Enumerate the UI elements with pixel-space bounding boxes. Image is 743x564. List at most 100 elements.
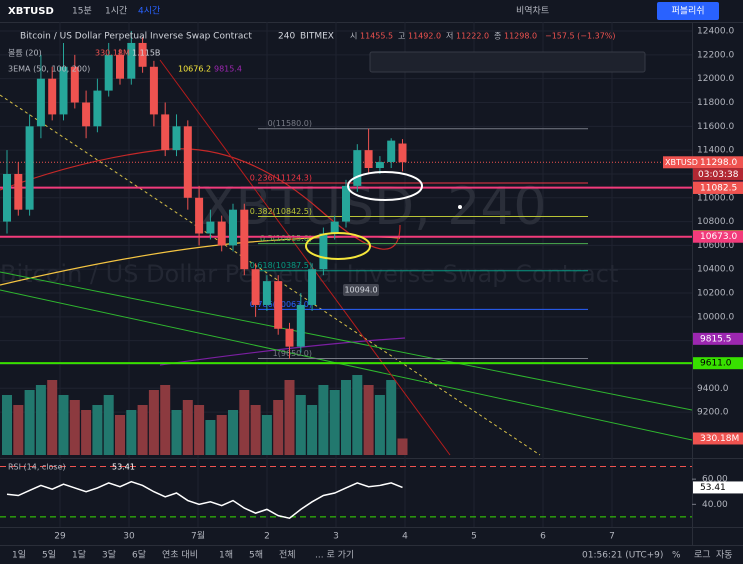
trend-line	[0, 289, 693, 441]
candle-body	[3, 173, 11, 222]
scale-option[interactable]: 자동	[716, 550, 733, 561]
fib-label: 0.236(11124.3)	[250, 173, 312, 182]
y-tick-label: 12400.0	[697, 27, 734, 37]
price-label: 11298.0	[700, 158, 737, 168]
clock: 01:56:21 (UTC+9)	[582, 551, 663, 561]
publish-button[interactable]	[657, 2, 719, 20]
range-button[interactable]: 5일	[42, 550, 56, 561]
volume-bar	[160, 385, 171, 455]
y-tick-label: 12000.0	[697, 74, 734, 84]
volume-ma: 1.115B	[132, 49, 160, 58]
candle-body	[206, 221, 215, 234]
candle-body	[398, 143, 407, 163]
volume-bar	[115, 415, 125, 455]
volume-bar	[228, 410, 238, 455]
x-tick-label: 6	[540, 532, 546, 542]
y-tick-label: 10400.0	[697, 265, 734, 275]
rsi-name: RSI (14, close)	[8, 463, 66, 472]
note-box	[343, 284, 379, 296]
price-label-box	[693, 156, 743, 169]
volume-bar	[363, 385, 374, 455]
ohlc-value: 11298.0	[504, 32, 537, 41]
interval[interactable]: 4시간	[138, 6, 160, 17]
volume-bar	[318, 385, 329, 455]
volume-name: 볼륨 (20)	[8, 48, 42, 58]
volume-bar	[182, 400, 193, 455]
candle-body	[14, 173, 23, 210]
candle-body	[308, 269, 317, 305]
fib-label: 0(11580.0)	[268, 119, 312, 128]
x-tick-label: 7	[609, 532, 615, 542]
range-button[interactable]: 전체	[279, 550, 296, 561]
drawing-toolbar[interactable]	[369, 51, 646, 73]
range-button[interactable]: 연초 대비	[162, 550, 198, 561]
candle-body	[240, 209, 249, 270]
fib-label: 0.382(10842.5)	[250, 207, 312, 216]
ohlc-value: 11492.0	[408, 32, 441, 41]
y-tick-label: 11400.0	[697, 146, 734, 156]
scale-option[interactable]: %	[672, 551, 681, 561]
scale-option[interactable]: 로그	[694, 551, 711, 561]
candle-body	[161, 114, 170, 151]
publish[interactable]: 퍼블리쉬	[671, 6, 704, 17]
rsi-label: 53.41	[700, 483, 726, 493]
rsi-tick-label: 40.00	[702, 500, 728, 510]
candle-body	[48, 78, 57, 115]
ohlc-label: 시	[350, 32, 357, 41]
candle-body	[36, 78, 45, 127]
ohlc-label: 고	[398, 32, 405, 41]
candle-body	[183, 126, 192, 198]
candle-body	[375, 162, 384, 169]
chart-type[interactable]: 비역차트	[516, 5, 549, 17]
ema-line	[159, 337, 406, 366]
volume-bar	[386, 380, 397, 455]
legend-interval: 240	[278, 32, 295, 42]
interval[interactable]: 1시간	[105, 6, 127, 17]
y-tick-label: 10800.0	[697, 217, 734, 227]
price-label-box	[693, 230, 743, 243]
candle-body	[138, 42, 147, 67]
candle-body	[274, 281, 283, 329]
candle-body	[296, 304, 305, 347]
y-tick-label: 9200.0	[697, 408, 729, 418]
candle-body	[25, 126, 34, 210]
range-button[interactable]: 1달	[72, 549, 86, 561]
y-tick-label: 11600.0	[697, 122, 734, 132]
toolbar	[0, 0, 743, 22]
price-label-box	[693, 181, 743, 194]
goto[interactable]: ... 로 가기	[315, 550, 354, 561]
interval[interactable]: 15분	[72, 6, 92, 17]
symbol: XBTUSD	[8, 6, 54, 17]
trend-line	[0, 271, 693, 411]
x-tick-label: 4	[402, 532, 408, 542]
x-tick-label: 7월	[191, 530, 205, 542]
candle-body	[116, 54, 124, 79]
range-button[interactable]: 3달	[102, 549, 116, 561]
annotation-circle	[305, 232, 371, 260]
volume-bar	[307, 405, 318, 455]
candle-body	[104, 54, 113, 91]
range-button[interactable]: 1해	[219, 550, 233, 561]
rsi-label-box	[693, 481, 743, 494]
y-tick-label: 9400.0	[697, 384, 729, 394]
volume-bar	[397, 438, 408, 455]
rsi-tick-label: 60.00	[702, 475, 728, 485]
range-button[interactable]: 1일	[12, 550, 26, 561]
volume-bar	[329, 390, 340, 455]
volume-bar	[148, 390, 159, 455]
candle-body	[59, 66, 68, 115]
volume-bar	[194, 405, 205, 455]
x-tick-label: 30	[123, 532, 135, 542]
price-label: 9815.5	[700, 334, 732, 344]
volume-bar	[284, 380, 295, 455]
candle-body	[353, 150, 362, 186]
range-button[interactable]: 6달	[132, 549, 146, 561]
volume-bar	[103, 395, 114, 455]
volume-bar	[374, 395, 385, 455]
range-button[interactable]: 5해	[249, 550, 263, 561]
ohlc-label: 저	[446, 32, 453, 41]
volume-bar	[47, 380, 58, 455]
ohlc-value: 11455.5	[360, 32, 393, 41]
trend-line	[159, 59, 451, 456]
